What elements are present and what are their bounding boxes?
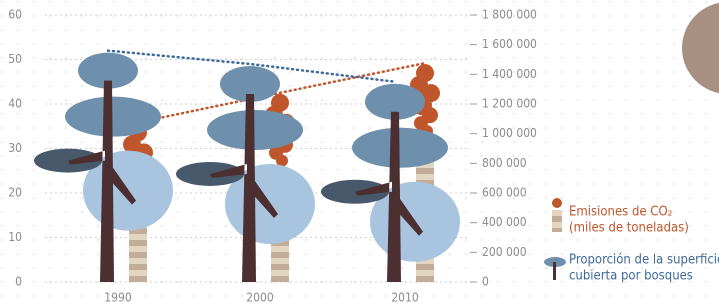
legend-label: Emisiones de CO₂	[569, 205, 672, 220]
y-tick-label: 30	[8, 141, 22, 155]
legend-label: Proporción de la superficie	[569, 253, 719, 268]
y2-tick-label: 600 000	[482, 186, 527, 200]
y2-tick-label: 1 400 000	[482, 67, 537, 81]
x-tick-label: 1990	[104, 291, 132, 305]
y2-tick-label: 1 600 000	[482, 37, 537, 51]
y-tick-label: 40	[8, 97, 22, 111]
chart: 0 10 20 30 40 50 60 0 200 000 400 000 600 000 800 0…	[0, 0, 719, 308]
y2-tick-label: 0	[482, 275, 489, 289]
y2-tick-label: 1 200 000	[482, 97, 537, 111]
y2-tick-label: 1 000 000	[482, 126, 537, 140]
foliage-mid	[207, 110, 303, 150]
y-tick-label: 20	[8, 186, 22, 200]
y-tick-label: 10	[8, 230, 22, 244]
legend-label: cubierta por bosques	[569, 269, 693, 284]
foliage-mid	[352, 128, 448, 168]
legend-icon	[552, 198, 562, 208]
legend-icon	[552, 210, 562, 232]
x-tick-label: 2010	[391, 291, 419, 305]
y-tick-label: 60	[8, 8, 22, 22]
legend-label: (miles de toneladas)	[569, 221, 689, 236]
foliage-mid	[65, 97, 161, 137]
y2-tick-label: 400 000	[482, 215, 527, 229]
y-tick-label: 0	[15, 275, 22, 289]
y2-tick-label: 1 800 000	[482, 8, 537, 22]
y-tick-label: 50	[8, 52, 22, 66]
y2-tick-label: 800 000	[482, 156, 527, 170]
legend-icon	[553, 262, 556, 280]
x-tick-label: 2000	[246, 291, 274, 305]
y2-tick-label: 200 000	[482, 245, 527, 259]
